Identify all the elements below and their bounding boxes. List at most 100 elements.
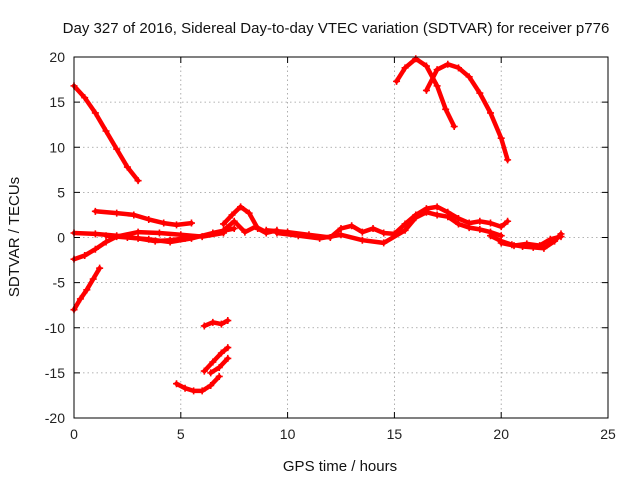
data-point — [348, 222, 356, 230]
y-tick-label: 0 — [57, 230, 65, 246]
data-point — [412, 55, 420, 63]
data-point — [444, 213, 452, 221]
data-point — [102, 232, 110, 240]
data-point — [130, 211, 138, 219]
y-tick-label: 20 — [49, 49, 65, 65]
data-point — [401, 64, 409, 72]
data-point — [433, 203, 441, 211]
data-point — [207, 382, 215, 390]
data-point — [96, 264, 104, 272]
data-point — [401, 220, 409, 228]
series-line-arc-18 — [424, 61, 510, 163]
data-series-group — [70, 55, 565, 395]
data-point — [546, 235, 554, 243]
data-point — [230, 217, 238, 225]
data-point — [433, 66, 441, 74]
data-point — [81, 94, 89, 102]
data-point — [200, 367, 208, 375]
y-tick-label: -10 — [45, 320, 65, 336]
data-point — [422, 86, 430, 94]
data-point — [207, 369, 215, 377]
data-point — [337, 224, 345, 232]
data-point — [487, 232, 495, 240]
data-point — [81, 252, 89, 260]
data-point — [465, 224, 473, 232]
data-point — [252, 223, 260, 231]
data-point — [166, 238, 174, 246]
x-tick-label: 10 — [280, 426, 296, 442]
y-tick-label: -20 — [45, 410, 65, 426]
data-point — [241, 228, 249, 236]
data-point — [273, 229, 281, 237]
data-point — [401, 226, 409, 234]
data-point — [224, 317, 232, 325]
data-point — [83, 286, 91, 294]
data-point — [442, 105, 450, 113]
data-point — [224, 354, 232, 362]
data-point — [504, 217, 512, 225]
data-point — [220, 220, 228, 228]
series-line-arc-10 — [202, 318, 231, 329]
data-point — [215, 363, 223, 371]
data-point — [497, 134, 505, 142]
chart-title: Day 327 of 2016, Sidereal Day-to-day VTE… — [63, 20, 610, 37]
data-point — [89, 275, 97, 283]
data-point — [209, 358, 217, 366]
data-point — [224, 344, 232, 352]
data-point — [91, 109, 99, 117]
x-tick-label: 20 — [493, 426, 509, 442]
data-point — [358, 228, 366, 236]
x-tick-label: 15 — [387, 426, 403, 442]
y-tick-label: 15 — [49, 94, 65, 110]
data-point — [454, 64, 462, 72]
data-point — [198, 387, 206, 395]
data-point — [181, 384, 189, 392]
data-point — [160, 219, 168, 227]
data-point — [123, 163, 131, 171]
axis-ticks: 0 5 10 15 20 25 -20 -15 -10 -5 0 5 10 15 20 — [45, 49, 616, 442]
data-point — [190, 387, 198, 395]
data-point — [380, 229, 388, 237]
data-point — [504, 156, 512, 164]
data-point — [380, 239, 388, 247]
data-point — [536, 242, 544, 250]
data-point — [540, 244, 548, 252]
data-point — [557, 233, 565, 241]
data-point — [316, 234, 324, 242]
data-point — [215, 372, 223, 380]
y-tick-label: 10 — [49, 139, 65, 155]
data-point — [412, 214, 420, 222]
data-point — [422, 208, 430, 216]
data-point — [523, 240, 531, 248]
data-point — [113, 145, 121, 153]
data-point — [262, 226, 270, 234]
data-point — [369, 224, 377, 232]
data-point — [245, 209, 253, 217]
data-point — [510, 242, 518, 250]
data-point — [450, 122, 458, 130]
x-tick-label: 5 — [177, 426, 185, 442]
data-point — [220, 226, 228, 234]
data-point — [444, 60, 452, 68]
data-point — [230, 224, 238, 232]
data-point — [173, 380, 181, 388]
data-point — [177, 231, 185, 239]
data-point — [465, 73, 473, 81]
data-point — [487, 109, 495, 117]
y-tick-label: -15 — [45, 365, 65, 381]
y-tick-label: -5 — [53, 275, 66, 291]
data-point — [91, 245, 99, 253]
x-tick-label: 25 — [600, 426, 616, 442]
data-point — [102, 238, 110, 246]
data-point — [433, 211, 441, 219]
data-point — [209, 229, 217, 237]
series-line-arc-14 — [274, 209, 504, 246]
x-axis-label: GPS time / hours — [283, 458, 397, 475]
y-axis-label: SDTVAR / TECUs — [6, 177, 23, 297]
data-point — [237, 203, 245, 211]
data-point — [497, 239, 505, 247]
data-point — [145, 215, 153, 223]
data-point — [487, 219, 495, 227]
data-point — [145, 235, 153, 243]
